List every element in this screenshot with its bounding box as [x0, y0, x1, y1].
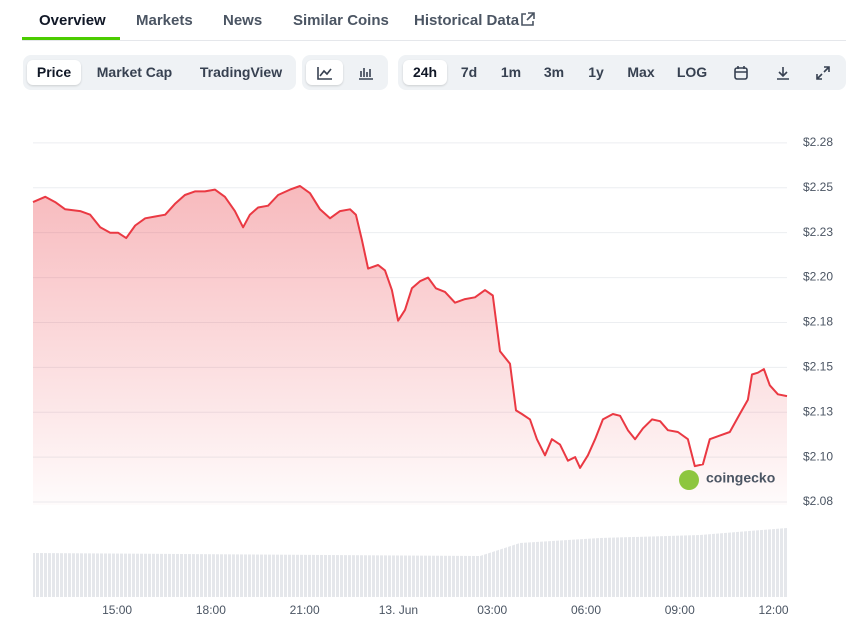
active-underline	[22, 37, 120, 40]
x-tick-label: 18:00	[196, 603, 226, 617]
price-area	[33, 186, 787, 505]
x-tick-label: 21:00	[290, 603, 320, 617]
download-button[interactable]	[768, 60, 798, 85]
fullscreen-button[interactable]	[808, 60, 838, 85]
x-tick-label: 06:00	[571, 603, 601, 617]
x-tick-label: 09:00	[665, 603, 695, 617]
tab[interactable]: News	[223, 12, 263, 29]
volume-bars	[33, 528, 787, 597]
x-tick-label: 03:00	[477, 603, 507, 617]
y-tick-label: $2.25	[803, 180, 833, 194]
view-button[interactable]: TradingView	[199, 64, 283, 80]
tab[interactable]: Historical Data	[414, 12, 520, 29]
tab[interactable]: Similar Coins	[293, 12, 389, 29]
y-tick-label: $2.28	[803, 135, 833, 149]
candle-chart-button[interactable]	[347, 60, 384, 85]
y-tick-label: $2.20	[803, 270, 833, 284]
range-button[interactable]: 1m	[500, 64, 522, 80]
line-chart-button[interactable]	[306, 60, 343, 85]
view-button[interactable]: Price	[27, 60, 81, 85]
range-button[interactable]: LOG	[676, 64, 708, 80]
x-tick-label: 12:00	[759, 603, 789, 617]
watermark: coingecko	[679, 470, 775, 490]
view-button[interactable]: Market Cap	[96, 64, 173, 80]
watermark-text: coingecko	[706, 470, 775, 486]
y-tick-label: $2.23	[803, 225, 833, 239]
view-group: Price Market Cap TradingView	[23, 55, 296, 90]
tab[interactable]: Markets	[136, 12, 193, 29]
price-line	[32, 185, 788, 469]
range-button[interactable]: 7d	[460, 64, 478, 80]
range-group: 24h 7d 1m 3m 1y Max LOG	[398, 55, 846, 90]
range-button[interactable]: 1y	[588, 64, 604, 80]
range-button[interactable]: 24h	[403, 60, 447, 85]
x-tick-label: 15:00	[102, 603, 132, 617]
y-tick-label: $2.10	[803, 449, 833, 463]
y-tick-label: $2.08	[803, 494, 833, 508]
y-tick-label: $2.13	[803, 404, 833, 418]
calendar-button[interactable]	[726, 60, 756, 85]
tab[interactable]: Overview	[39, 12, 106, 29]
range-button[interactable]: 3m	[543, 64, 565, 80]
chart-type-group	[302, 55, 388, 90]
range-button[interactable]: Max	[627, 64, 655, 80]
tab-bar: Overview Markets News Similar Coins Hist…	[22, 0, 846, 41]
y-tick-label: $2.18	[803, 315, 833, 329]
x-tick-label: 13. Jun	[379, 603, 418, 617]
external-link-icon	[521, 12, 535, 26]
y-tick-label: $2.15	[803, 360, 833, 374]
